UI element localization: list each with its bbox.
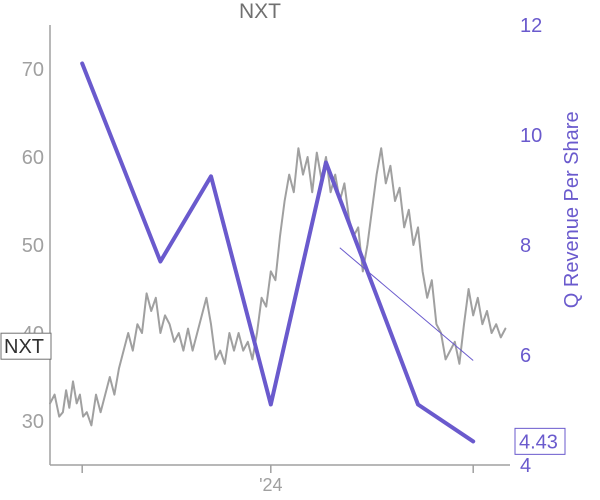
- y2-tick-label: 12: [520, 15, 542, 37]
- svg-text:NXT: NXT: [4, 336, 44, 358]
- svg-text:4.43: 4.43: [519, 431, 558, 453]
- x-tick-label: '24: [259, 475, 282, 495]
- y1-ticks: 3040506070: [22, 59, 44, 433]
- y2-tick-label: 4: [520, 455, 531, 477]
- y1-tick-label: 30: [22, 411, 44, 433]
- chart-svg: NXT 3040506070 4681012 '24 Q Revenue Per…: [0, 0, 600, 500]
- revenue-last-value-label: 4.43: [515, 428, 565, 454]
- y2-ticks: 4 6 8 10 12: [520, 15, 542, 477]
- y2-axis-label: Q Revenue Per Share: [561, 111, 583, 308]
- y2-tick-label: 10: [520, 125, 542, 147]
- revenue-projection-line: [340, 248, 473, 361]
- y1-tick-label: 60: [22, 147, 44, 169]
- stock-revenue-chart: NXT 3040506070 4681012 '24 Q Revenue Per…: [0, 0, 600, 500]
- y2-tick-label: 6: [520, 345, 531, 367]
- x-ticks: '24: [82, 465, 473, 495]
- y1-tick-label: 50: [22, 235, 44, 257]
- price-series-line: [50, 148, 505, 425]
- y2-tick-label: 8: [520, 235, 531, 257]
- chart-title: NXT: [239, 0, 281, 23]
- price-series-label: NXT: [1, 333, 51, 359]
- y1-tick-label: 70: [22, 59, 44, 81]
